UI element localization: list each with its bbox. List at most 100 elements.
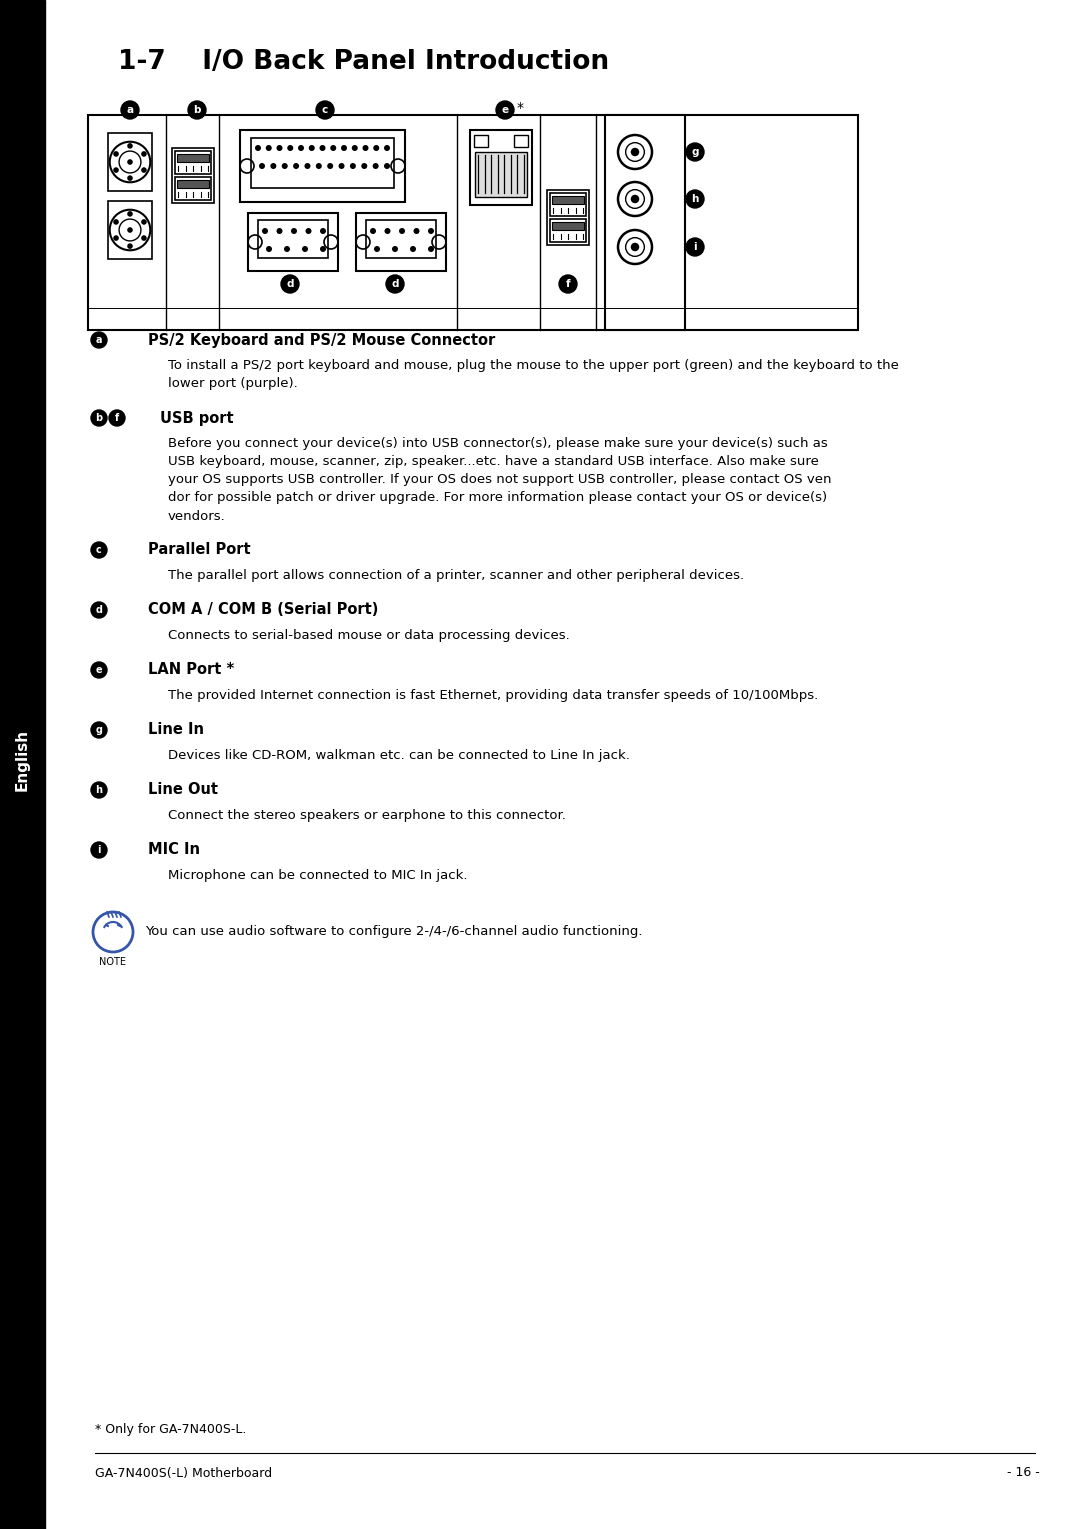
Circle shape bbox=[399, 228, 405, 234]
Circle shape bbox=[384, 164, 390, 170]
Bar bbox=[470, 130, 532, 205]
Text: Connects to serial-based mouse or data processing devices.: Connects to serial-based mouse or data p… bbox=[168, 630, 570, 642]
Bar bbox=[514, 135, 528, 147]
Bar bbox=[475, 151, 527, 197]
Text: MIC In: MIC In bbox=[148, 842, 200, 858]
Text: c: c bbox=[96, 544, 102, 555]
Circle shape bbox=[631, 148, 639, 156]
Circle shape bbox=[287, 145, 294, 151]
Text: - 16 -: - 16 - bbox=[1008, 1466, 1040, 1480]
Circle shape bbox=[255, 145, 261, 151]
Circle shape bbox=[298, 145, 303, 151]
Circle shape bbox=[127, 176, 133, 180]
Text: The provided Internet connection is fast Ethernet, providing data transfer speed: The provided Internet connection is fast… bbox=[168, 690, 819, 702]
Circle shape bbox=[341, 145, 347, 151]
Circle shape bbox=[496, 101, 514, 119]
Text: Line In: Line In bbox=[148, 723, 204, 737]
Bar bbox=[175, 177, 211, 200]
Circle shape bbox=[91, 662, 107, 677]
Circle shape bbox=[384, 145, 390, 151]
Circle shape bbox=[373, 164, 379, 170]
Text: Microphone can be connected to MIC In jack.: Microphone can be connected to MIC In ja… bbox=[168, 870, 468, 882]
Circle shape bbox=[320, 145, 325, 151]
Circle shape bbox=[91, 602, 107, 618]
Circle shape bbox=[320, 228, 326, 234]
Text: a: a bbox=[96, 335, 103, 346]
Circle shape bbox=[262, 228, 268, 234]
Circle shape bbox=[631, 194, 639, 203]
Circle shape bbox=[428, 228, 434, 234]
Circle shape bbox=[362, 164, 367, 170]
Circle shape bbox=[109, 410, 125, 427]
Text: d: d bbox=[391, 278, 399, 289]
Circle shape bbox=[91, 842, 107, 858]
Text: To install a PS/2 port keyboard and mouse, plug the mouse to the upper port (gre: To install a PS/2 port keyboard and mous… bbox=[168, 359, 899, 373]
Text: c: c bbox=[322, 106, 328, 115]
Circle shape bbox=[330, 145, 336, 151]
Circle shape bbox=[363, 145, 368, 151]
Text: COM A / COM B (Serial Port): COM A / COM B (Serial Port) bbox=[148, 602, 378, 618]
Text: PS/2 Keyboard and PS/2 Mouse Connector: PS/2 Keyboard and PS/2 Mouse Connector bbox=[148, 332, 496, 347]
Circle shape bbox=[141, 151, 147, 157]
Text: Before you connect your device(s) into USB connector(s), please make sure your d: Before you connect your device(s) into U… bbox=[168, 437, 827, 451]
Circle shape bbox=[282, 164, 287, 170]
Circle shape bbox=[686, 144, 704, 161]
Text: g: g bbox=[95, 725, 103, 735]
Text: f: f bbox=[114, 413, 119, 424]
Text: dor for possible patch or driver upgrade. For more information please contact yo: dor for possible patch or driver upgrade… bbox=[168, 491, 827, 505]
Circle shape bbox=[113, 151, 119, 157]
Bar bbox=[87, 115, 858, 330]
Text: *: * bbox=[517, 101, 524, 115]
Circle shape bbox=[559, 275, 577, 294]
Circle shape bbox=[141, 235, 147, 242]
Circle shape bbox=[113, 167, 119, 173]
Circle shape bbox=[320, 246, 326, 252]
Text: i: i bbox=[693, 242, 697, 252]
Circle shape bbox=[306, 228, 311, 234]
Circle shape bbox=[384, 228, 391, 234]
Circle shape bbox=[91, 722, 107, 739]
Text: e: e bbox=[96, 665, 103, 674]
Circle shape bbox=[270, 164, 276, 170]
Text: h: h bbox=[691, 194, 699, 203]
Bar bbox=[550, 219, 586, 242]
Circle shape bbox=[276, 228, 283, 234]
Text: NOTE: NOTE bbox=[99, 957, 126, 966]
Circle shape bbox=[392, 246, 399, 252]
Circle shape bbox=[352, 145, 357, 151]
Text: d: d bbox=[286, 278, 294, 289]
Text: Line Out: Line Out bbox=[148, 783, 218, 798]
Circle shape bbox=[91, 541, 107, 558]
Bar bbox=[546, 190, 589, 245]
Bar bbox=[552, 196, 584, 203]
Circle shape bbox=[276, 145, 283, 151]
Circle shape bbox=[266, 246, 272, 252]
Circle shape bbox=[374, 145, 379, 151]
Bar bbox=[258, 220, 328, 258]
Circle shape bbox=[686, 190, 704, 208]
Circle shape bbox=[281, 275, 299, 294]
Text: h: h bbox=[95, 784, 103, 795]
Circle shape bbox=[327, 164, 334, 170]
Text: d: d bbox=[95, 605, 103, 615]
Text: USB port: USB port bbox=[160, 410, 233, 425]
Circle shape bbox=[316, 101, 334, 119]
Bar bbox=[366, 220, 436, 258]
Circle shape bbox=[428, 246, 434, 252]
Circle shape bbox=[410, 246, 416, 252]
Bar bbox=[474, 135, 488, 147]
Circle shape bbox=[121, 101, 139, 119]
Bar bbox=[248, 213, 338, 271]
Text: a: a bbox=[126, 106, 134, 115]
Circle shape bbox=[91, 332, 107, 349]
Text: lower port (purple).: lower port (purple). bbox=[168, 378, 298, 390]
Bar bbox=[175, 151, 211, 174]
Circle shape bbox=[266, 145, 272, 151]
Circle shape bbox=[370, 228, 376, 234]
Text: Devices like CD-ROM, walkman etc. can be connected to Line In jack.: Devices like CD-ROM, walkman etc. can be… bbox=[168, 749, 630, 763]
Bar bbox=[251, 138, 394, 188]
Circle shape bbox=[127, 211, 133, 217]
Bar bbox=[552, 222, 584, 229]
Text: vendors.: vendors. bbox=[168, 509, 226, 523]
Circle shape bbox=[141, 219, 147, 225]
